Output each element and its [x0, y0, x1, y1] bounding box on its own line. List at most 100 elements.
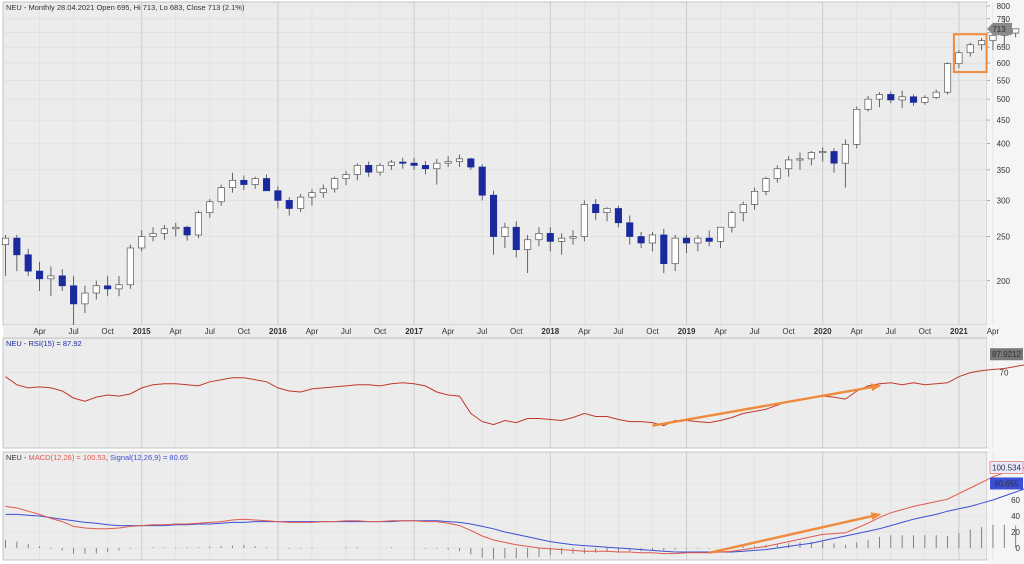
candle[interactable]: [932, 89, 940, 100]
candle[interactable]: [716, 226, 725, 248]
macd-trend-arrow: [708, 513, 880, 554]
candle[interactable]: [773, 165, 781, 183]
candle[interactable]: [648, 231, 657, 252]
candle[interactable]: [841, 139, 849, 188]
candle[interactable]: [353, 163, 361, 181]
candle[interactable]: [35, 261, 44, 291]
candle[interactable]: [694, 234, 702, 252]
rsi-header: NEU - RSI(15) = 87.92: [6, 339, 82, 348]
candle[interactable]: [682, 234, 691, 254]
candle[interactable]: [1, 234, 10, 276]
candle[interactable]: [660, 228, 668, 273]
candle[interactable]: [626, 215, 634, 245]
candle[interactable]: [138, 230, 146, 252]
candle[interactable]: [796, 152, 804, 170]
candle[interactable]: [785, 156, 793, 177]
candle[interactable]: [762, 176, 770, 196]
candle[interactable]: [966, 42, 974, 57]
candle[interactable]: [126, 244, 134, 289]
candle[interactable]: [898, 90, 906, 109]
candle[interactable]: [115, 275, 123, 297]
candle[interactable]: [955, 50, 963, 69]
candle[interactable]: [478, 164, 486, 201]
candle[interactable]: [909, 94, 918, 106]
candle[interactable]: [637, 231, 645, 248]
candle[interactable]: [92, 280, 100, 300]
candle[interactable]: [308, 188, 316, 206]
x-tick-label: Oct: [374, 327, 387, 336]
candle[interactable]: [24, 248, 32, 276]
candle[interactable]: [13, 234, 21, 272]
candle[interactable]: [217, 184, 225, 206]
candle[interactable]: [160, 224, 168, 240]
candle[interactable]: [263, 174, 271, 192]
candle[interactable]: [285, 197, 293, 216]
candle[interactable]: [501, 222, 509, 248]
candle[interactable]: [512, 221, 520, 258]
candle[interactable]: [376, 163, 384, 176]
candle[interactable]: [864, 96, 872, 112]
candle[interactable]: [887, 91, 895, 104]
candle[interactable]: [592, 199, 600, 220]
x-tick-label: Apr: [987, 327, 1000, 336]
candle[interactable]: [524, 234, 532, 273]
candle[interactable]: [819, 147, 827, 162]
candle-body: [898, 96, 906, 101]
candle[interactable]: [739, 201, 747, 222]
candle[interactable]: [149, 227, 157, 242]
signal-line[interactable]: [5, 484, 1024, 553]
candle[interactable]: [830, 148, 838, 173]
candle[interactable]: [240, 175, 248, 191]
candle[interactable]: [875, 92, 884, 108]
candle[interactable]: [58, 269, 66, 291]
candle[interactable]: [603, 207, 611, 222]
candle[interactable]: [467, 157, 475, 170]
candle[interactable]: [297, 193, 305, 212]
candle[interactable]: [569, 230, 577, 245]
candle[interactable]: [387, 159, 395, 170]
candle[interactable]: [81, 285, 89, 313]
candle[interactable]: [70, 275, 78, 325]
candle[interactable]: [251, 176, 259, 189]
candle[interactable]: [751, 187, 759, 210]
candle[interactable]: [978, 38, 986, 51]
candle[interactable]: [194, 210, 203, 239]
rsi-line[interactable]: [5, 354, 1024, 427]
candle[interactable]: [319, 184, 327, 198]
candle[interactable]: [228, 172, 237, 193]
x-tick-label: Apr: [170, 327, 183, 336]
candle[interactable]: [342, 170, 350, 186]
candle[interactable]: [421, 160, 430, 175]
candle[interactable]: [1012, 28, 1020, 38]
candle[interactable]: [331, 176, 339, 193]
candle-body: [24, 254, 32, 272]
candle[interactable]: [399, 157, 407, 169]
candle[interactable]: [455, 154, 464, 168]
candle[interactable]: [535, 227, 543, 247]
candle[interactable]: [365, 161, 373, 177]
candle-body: [263, 178, 271, 192]
candle[interactable]: [546, 227, 554, 252]
macd-line[interactable]: [5, 467, 1024, 555]
candle[interactable]: [614, 205, 622, 228]
candle[interactable]: [274, 186, 282, 209]
candle[interactable]: [47, 266, 55, 297]
candle[interactable]: [206, 199, 214, 218]
candle[interactable]: [728, 210, 736, 233]
candle[interactable]: [104, 275, 112, 297]
candle[interactable]: [490, 190, 498, 255]
candle[interactable]: [943, 62, 952, 95]
candle[interactable]: [580, 200, 588, 242]
candle[interactable]: [705, 230, 713, 247]
candle[interactable]: [671, 234, 679, 272]
candle[interactable]: [172, 222, 180, 237]
candle[interactable]: [853, 106, 861, 149]
candle[interactable]: [410, 157, 418, 170]
candle[interactable]: [921, 95, 929, 105]
candle[interactable]: [183, 225, 191, 241]
candle[interactable]: [444, 156, 452, 168]
candle[interactable]: [807, 150, 815, 166]
candle[interactable]: [558, 233, 566, 255]
candle[interactable]: [433, 158, 441, 185]
